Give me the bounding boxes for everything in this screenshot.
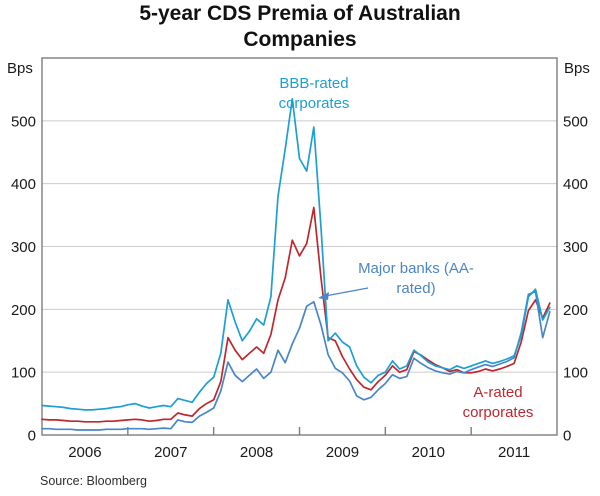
y-axis-label-left-500: 500 (11, 113, 36, 130)
y-axis-label-right-200: 200 (563, 302, 588, 319)
x-axis-label-2006: 2006 (68, 444, 101, 461)
x-axis-label-2008: 2008 (240, 444, 273, 461)
y-axis-label-right-0: 0 (563, 428, 571, 445)
x-axis-label-2007: 2007 (154, 444, 187, 461)
y-axis-label-left-400: 400 (11, 176, 36, 193)
y-axis-label-left-200: 200 (11, 302, 36, 319)
series-label-major-banks: Major banks (AA-rated) (358, 260, 474, 297)
y-axis-unit-right: Bps (564, 60, 590, 77)
y-axis-label-left-300: 300 (11, 239, 36, 256)
banks-annotation-arrow (324, 287, 369, 297)
y-axis-label-right-100: 100 (563, 365, 588, 382)
series-label-bbb-corporates: BBB-rated corporates (278, 75, 350, 112)
y-axis-label-right-400: 400 (563, 176, 588, 193)
x-axis-label-2010: 2010 (412, 444, 445, 461)
series-line-bbb (41, 97, 551, 411)
source-note: Source: Bloomberg (40, 474, 148, 488)
y-axis-label-right-300: 300 (563, 239, 588, 256)
x-axis-label-2011: 2011 (498, 444, 530, 461)
y-axis-label-right-500: 500 (563, 113, 588, 130)
series-label-a-corporates: A-rated corporates (462, 384, 534, 421)
y-axis-label-left-0: 0 (28, 428, 36, 445)
y-axis-label-left-100: 100 (11, 365, 36, 382)
banks-annotation-arrowhead (318, 292, 329, 300)
series-line-banks (41, 290, 551, 431)
y-axis-unit-left: Bps (7, 60, 33, 77)
x-axis-label-2009: 2009 (326, 444, 359, 461)
chart-title: 5-year CDS Premia of Australian Companie… (139, 2, 461, 51)
